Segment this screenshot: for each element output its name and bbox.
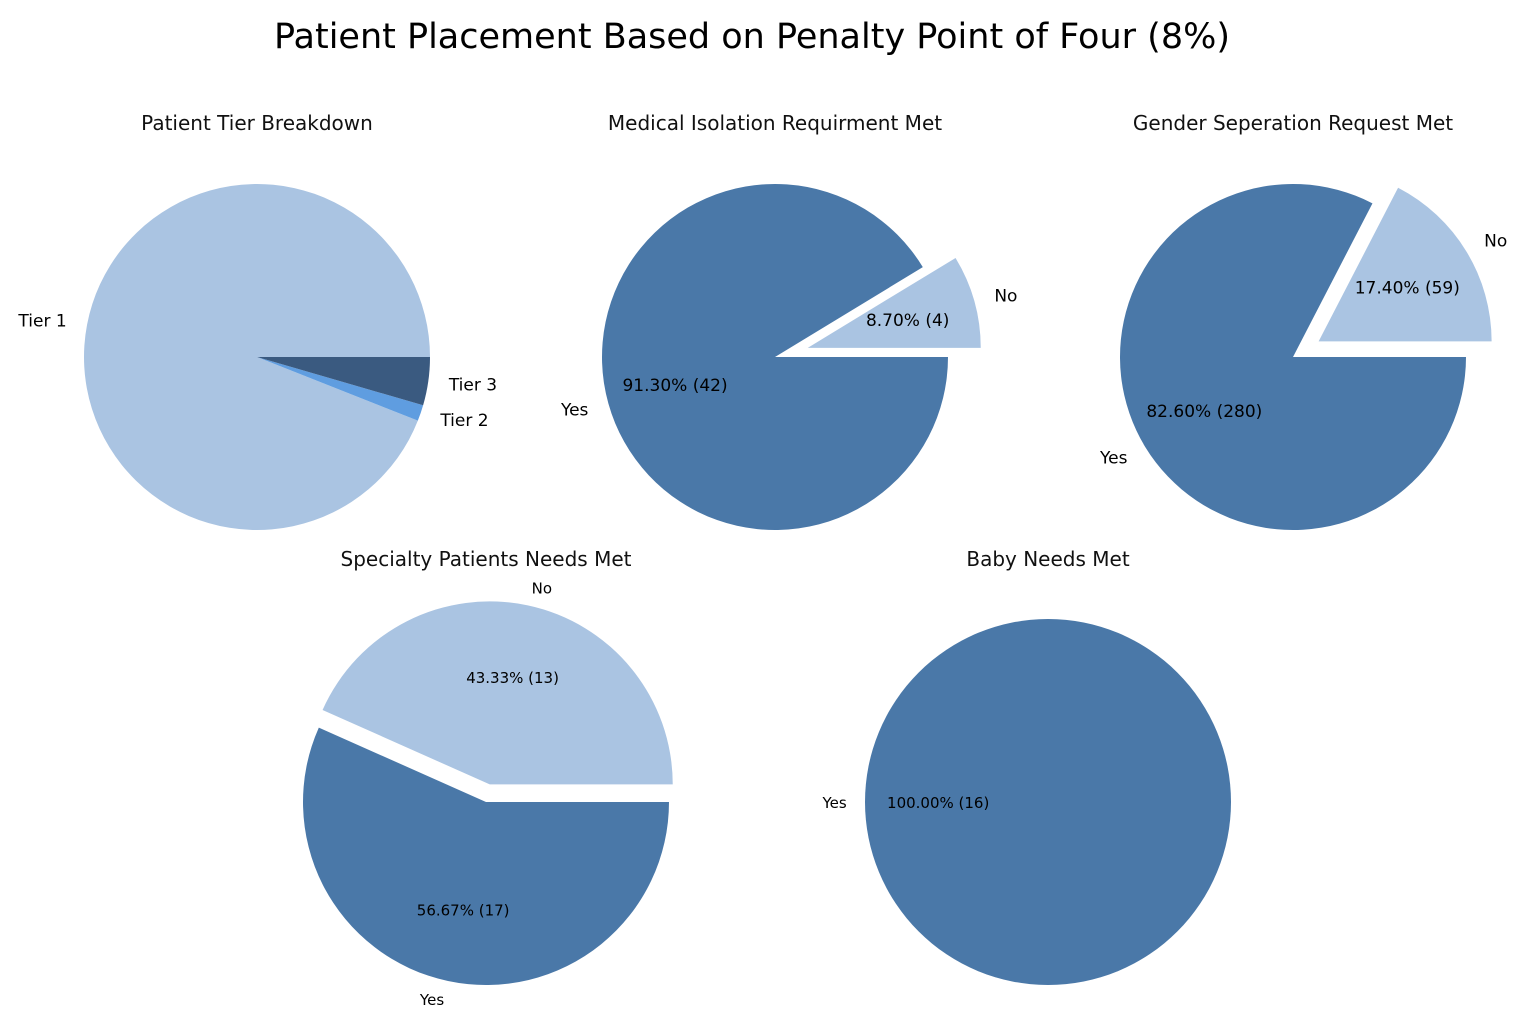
pie-slice bbox=[865, 619, 1231, 985]
pie-charts: Patient Tier Breakdown Tier 1 Tier 2 Tier 3… bbox=[17, 111, 1507, 1009]
pie-chart: Specialty Patients Needs Met No 43.33% (13… bbox=[302, 547, 673, 1009]
pie-slice bbox=[601, 184, 948, 531]
slice-pct-label: 8.70% (4) bbox=[866, 311, 950, 331]
slice-pct-label: 56.67% (17) bbox=[417, 901, 510, 919]
pie-title: Specialty Patients Needs Met bbox=[341, 547, 632, 571]
pie-slice bbox=[302, 727, 669, 985]
slice-label: Yes bbox=[821, 794, 846, 812]
slice-label: Tier 3 bbox=[448, 375, 497, 395]
pie-title: Patient Tier Breakdown bbox=[141, 111, 373, 135]
slice-label: Tier 2 bbox=[439, 411, 488, 431]
pie-chart: Patient Tier Breakdown Tier 1 Tier 2 Tier 3 bbox=[17, 111, 497, 530]
pie-title: Baby Needs Met bbox=[966, 547, 1129, 571]
slice-label: Tier 1 bbox=[17, 312, 66, 332]
slice-label: Yes bbox=[419, 991, 444, 1009]
slice-label: Yes bbox=[560, 400, 589, 420]
slice-label: No bbox=[1484, 232, 1507, 252]
pie-slice bbox=[257, 357, 430, 406]
pie-title: Gender Seperation Request Met bbox=[1133, 111, 1453, 135]
slice-label: No bbox=[532, 579, 552, 597]
pie-slice bbox=[1318, 187, 1492, 342]
slice-pct-label: 43.33% (13) bbox=[466, 669, 559, 687]
figure-title: Patient Placement Based on Penalty Point… bbox=[274, 17, 1230, 57]
slice-pct-label: 17.40% (59) bbox=[1355, 278, 1460, 298]
slice-pct-label: 91.30% (42) bbox=[622, 376, 727, 396]
pie-slice bbox=[1120, 184, 1466, 531]
pie-slice bbox=[322, 601, 673, 785]
slice-label: Yes bbox=[1099, 449, 1128, 469]
pie-slice bbox=[83, 183, 430, 530]
slice-pct-label: 100.00% (16) bbox=[887, 794, 989, 812]
slice-pct-label: 82.60% (280) bbox=[1146, 402, 1262, 422]
pie-slice bbox=[807, 257, 981, 348]
pie-chart: Medical Isolation Requirment Met No 8.70% … bbox=[560, 111, 1017, 531]
slice-label: No bbox=[994, 287, 1017, 307]
pie-slice bbox=[257, 357, 424, 421]
pie-chart: Baby Needs Met Yes 100.00% (16) bbox=[821, 547, 1231, 985]
pie-chart: Gender Seperation Request Met No 17.40% (5… bbox=[1099, 111, 1507, 531]
pie-title: Medical Isolation Requirment Met bbox=[608, 111, 942, 135]
